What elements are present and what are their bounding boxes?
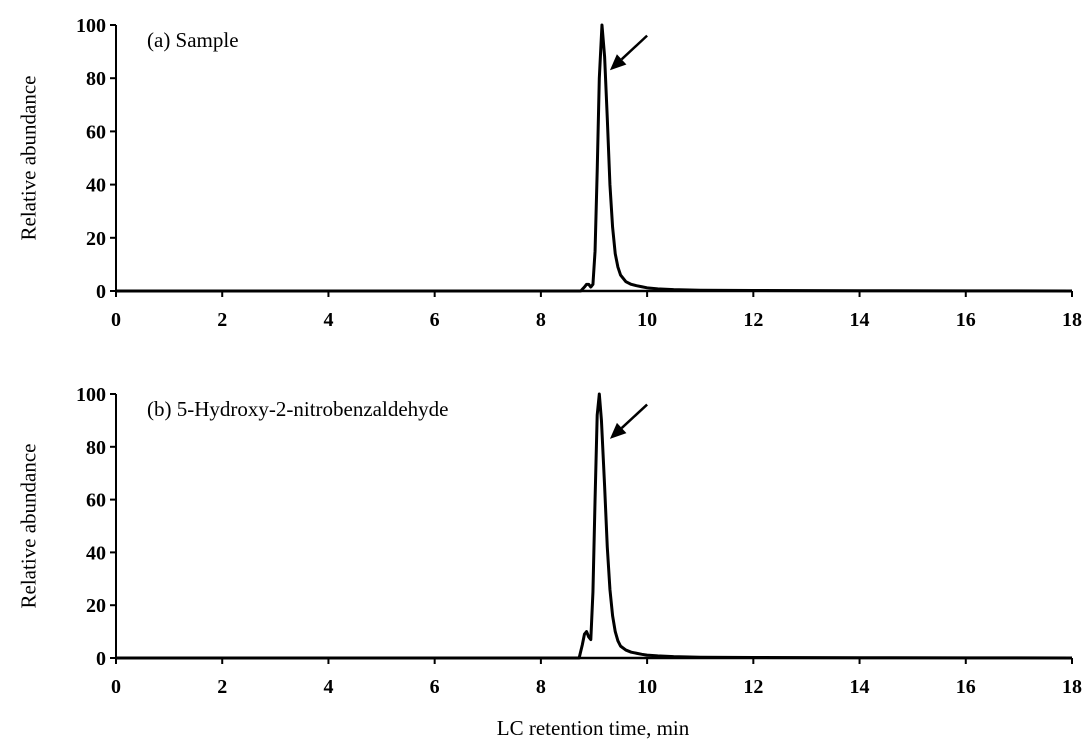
y-tick-label: 100 [76,384,106,406]
x-tick-label: 4 [323,309,333,331]
x-tick-label: 8 [536,676,546,698]
x-ticks: 0 2 4 6 8 10 12 14 16 18 [111,658,1082,698]
y-axis-title: Relative abundance [16,75,40,240]
panel-label: (a) Sample [147,28,239,52]
x-tick-label: 8 [536,309,546,331]
x-tick-label: 10 [637,676,657,698]
x-tick-label: 2 [217,309,227,331]
y-tick-label: 0 [96,281,106,303]
peak-arrow-head [609,422,627,439]
x-tick-label: 4 [323,676,333,698]
x-tick-label: 14 [850,676,870,698]
x-tick-label: 0 [111,676,121,698]
x-tick-label: 16 [956,309,976,331]
y-ticks: 0 20 40 60 80 100 [76,384,116,670]
y-tick-label: 80 [86,437,106,459]
x-tick-label: 12 [743,309,763,331]
x-tick-label: 14 [850,309,870,331]
x-tick-label: 10 [637,309,657,331]
y-tick-label: 60 [86,121,106,143]
y-axis-title: Relative abundance [16,443,40,608]
x-tick-label: 12 [743,676,763,698]
y-tick-label: 100 [76,15,106,37]
y-ticks: 0 20 40 60 80 100 [76,15,116,303]
y-tick-label: 40 [86,175,106,197]
panel-label: (b) 5-Hydroxy-2-nitrobenzaldehyde [147,397,448,421]
peak-arrow [620,403,648,429]
y-tick-label: 80 [86,68,106,90]
x-tick-label: 2 [217,676,227,698]
peak-arrow [620,34,648,61]
x-tick-label: 0 [111,309,121,331]
chromatogram-trace [116,23,1073,293]
x-tick-label: 6 [430,676,440,698]
x-tick-label: 6 [430,309,440,331]
y-tick-label: 20 [86,595,106,617]
x-tick-label: 16 [956,676,976,698]
x-axis-title: LC retention time, min [497,716,690,740]
chromatogram-trace [116,392,1073,660]
y-tick-label: 40 [86,542,106,564]
x-ticks: 0 2 4 6 8 10 12 14 16 18 [111,291,1082,331]
x-tick-label: 18 [1062,676,1082,698]
y-tick-label: 60 [86,490,106,512]
panel-b: 0 20 40 60 80 100 0 2 4 6 8 10 12 14 16 18 (b) 5-Hydro… [16,384,1082,698]
x-tick-label: 18 [1062,309,1082,331]
y-tick-label: 20 [86,228,106,250]
peak-arrow-head [609,54,627,71]
y-tick-label: 0 [96,648,106,670]
